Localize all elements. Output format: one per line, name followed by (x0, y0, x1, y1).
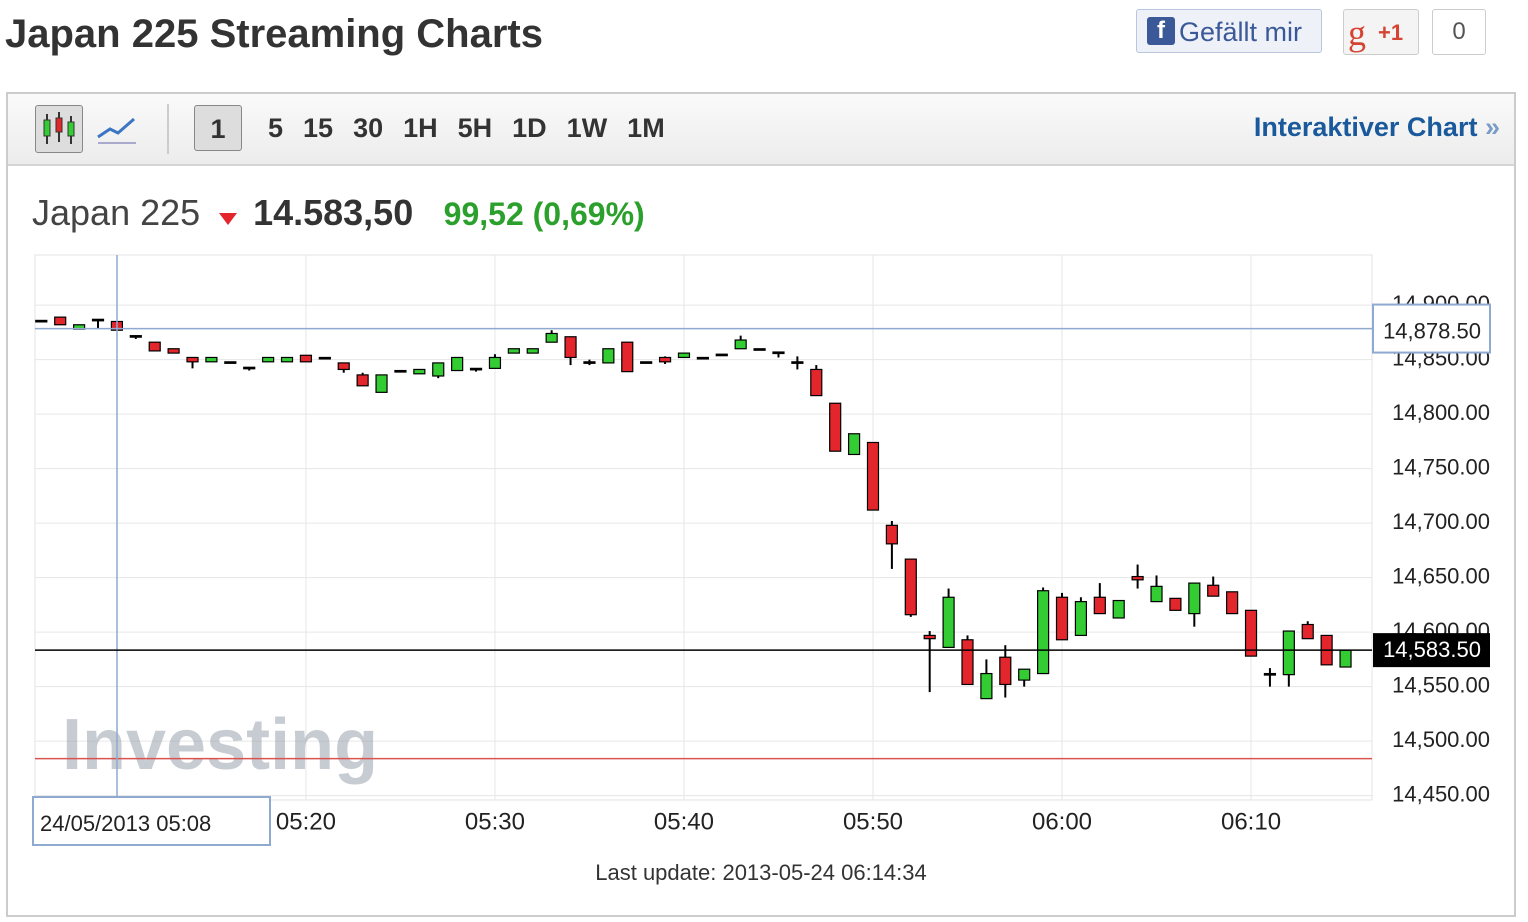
quote-line: Japan 225 14.583,50 99,52 (0,69%) (32, 192, 645, 234)
chart-panel: 1 5 15 30 1H 5H 1D 1W 1M Interaktiver Chart » Ja… (6, 92, 1516, 917)
toolbar-separator (167, 104, 169, 154)
interval-list: 1 5 15 30 1H 5H 1D 1W 1M (194, 105, 675, 151)
interval-button[interactable]: 15 (303, 113, 334, 143)
interval-button[interactable]: 30 (353, 113, 384, 143)
header: Japan 225 Streaming Charts f Gefällt mir … (0, 0, 1528, 80)
link-label: Interaktiver Chart (1253, 112, 1478, 142)
plus-label: +1 (1378, 20, 1404, 45)
like-label: Gefällt mir (1179, 17, 1303, 47)
interval-button[interactable]: 1 (194, 105, 242, 151)
page-title: Japan 225 Streaming Charts (5, 12, 543, 56)
quote-price: 14.583,50 (253, 192, 414, 233)
interval-button[interactable]: 1H (403, 113, 438, 143)
quote-name: Japan 225 (32, 192, 201, 233)
fb-icon: f (1147, 17, 1175, 45)
interval-button[interactable]: 5 (268, 113, 284, 143)
line-icon[interactable] (96, 109, 138, 149)
candle-icon (43, 112, 75, 144)
interval-button[interactable]: 1M (627, 113, 665, 143)
like-button[interactable]: f Gefällt mir (1136, 9, 1322, 53)
candle-button[interactable] (35, 105, 83, 153)
interval-button[interactable]: 5H (457, 113, 493, 143)
interval-button[interactable]: 1W (566, 113, 608, 143)
down-arrow (218, 213, 237, 225)
plus-count: 0 (1432, 9, 1486, 55)
last-update: Last update: 2013-05-24 06:14:34 (595, 860, 927, 885)
link-arrow: » (1484, 112, 1500, 142)
toolbar: 1 5 15 30 1H 5H 1D 1W 1M Interaktiver Chart » (8, 94, 1514, 166)
interval-button[interactable]: 1D (512, 113, 547, 143)
g-icon: g (1348, 13, 1366, 53)
plus-button[interactable]: g +1 (1343, 9, 1419, 55)
quote-change: 99,52 (0,69%) (443, 196, 645, 232)
interactive-link[interactable]: Interaktiver Chart » (1254, 112, 1500, 143)
